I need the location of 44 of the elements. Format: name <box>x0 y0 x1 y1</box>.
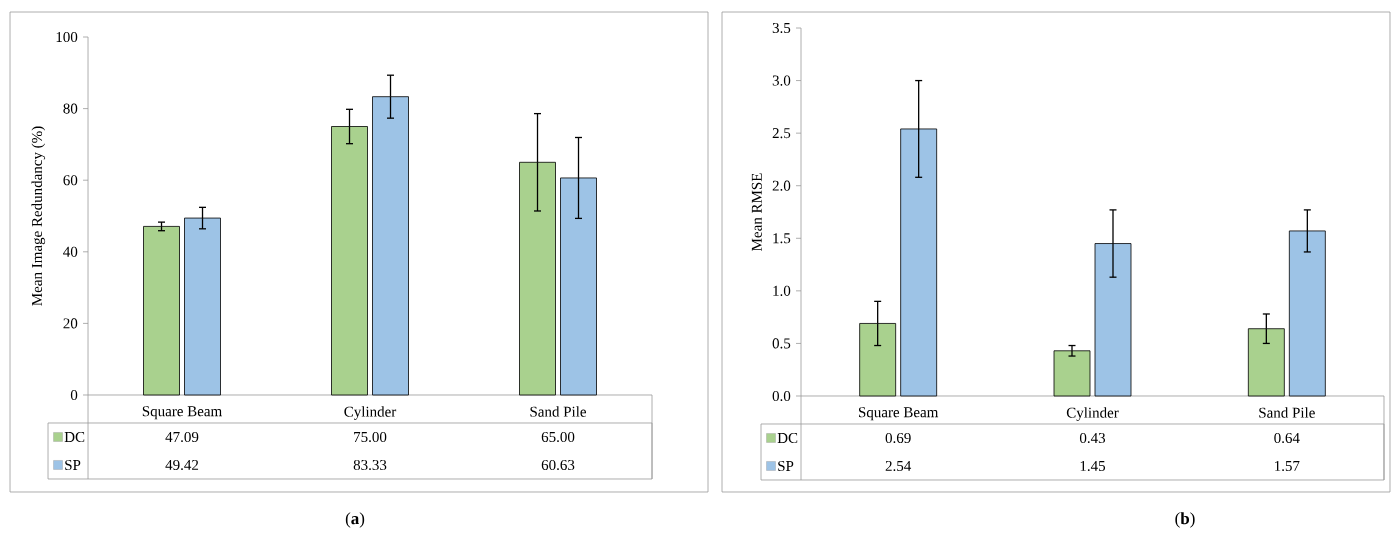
x-tick-label: Square Beam <box>142 406 222 420</box>
legend-label: DC <box>777 432 798 444</box>
data-label: 0.64 <box>1274 432 1300 444</box>
data-label: 1.57 <box>1275 460 1300 472</box>
bar <box>1053 350 1091 397</box>
y-axis-title: Mean RMSE <box>751 173 762 251</box>
y-tick-label: 1.0 <box>773 285 791 296</box>
x-tick-label: Sand Pile <box>1259 407 1315 418</box>
text: (a) <box>345 512 365 528</box>
y-tick-label: 60 <box>63 175 78 186</box>
y-tick-label: 0 <box>70 389 78 401</box>
legend-label: DC <box>64 431 85 443</box>
y-tick-label: 1.5 <box>773 233 791 244</box>
bar <box>143 226 180 396</box>
data-label: 2.54 <box>885 460 912 472</box>
x-tick-label: Sand Pile <box>530 406 587 417</box>
y-tick-label: 2.5 <box>772 128 791 139</box>
data-label: 1.45 <box>1080 460 1106 472</box>
y-tick-label: 3.0 <box>772 75 791 86</box>
x-tick-label: Cylinder <box>344 406 397 420</box>
data-label: 49.42 <box>165 459 199 471</box>
data-label: 83.33 <box>353 459 387 471</box>
y-tick-label: 80 <box>63 103 78 114</box>
data-label: 75.00 <box>354 431 387 443</box>
y-tick-label: 0.5 <box>772 338 791 349</box>
legend-label: SP <box>778 460 794 472</box>
y-axis-title: Mean Image Redundancy (%) <box>31 126 46 306</box>
data-label: 65.00 <box>541 431 575 443</box>
y-tick-label: 40 <box>63 246 78 257</box>
data-label: 0.69 <box>885 432 911 444</box>
y-tick-label: 100 <box>56 31 78 43</box>
y-tick-label: 20 <box>63 318 78 329</box>
y-tick-label: 3.5 <box>772 22 791 34</box>
data-label: 0.43 <box>1079 432 1106 444</box>
data-label: 47.09 <box>165 431 199 443</box>
y-tick-label: 2.0 <box>772 180 791 191</box>
bar <box>519 161 556 396</box>
x-tick-label: Square Beam <box>858 407 939 421</box>
bar <box>859 323 897 397</box>
x-tick-label: Cylinder <box>1066 407 1119 421</box>
legend-label: SP <box>65 459 81 471</box>
data-label: 60.63 <box>541 459 575 471</box>
text: (b) <box>1175 512 1195 528</box>
y-tick-label: 0.0 <box>772 390 791 402</box>
